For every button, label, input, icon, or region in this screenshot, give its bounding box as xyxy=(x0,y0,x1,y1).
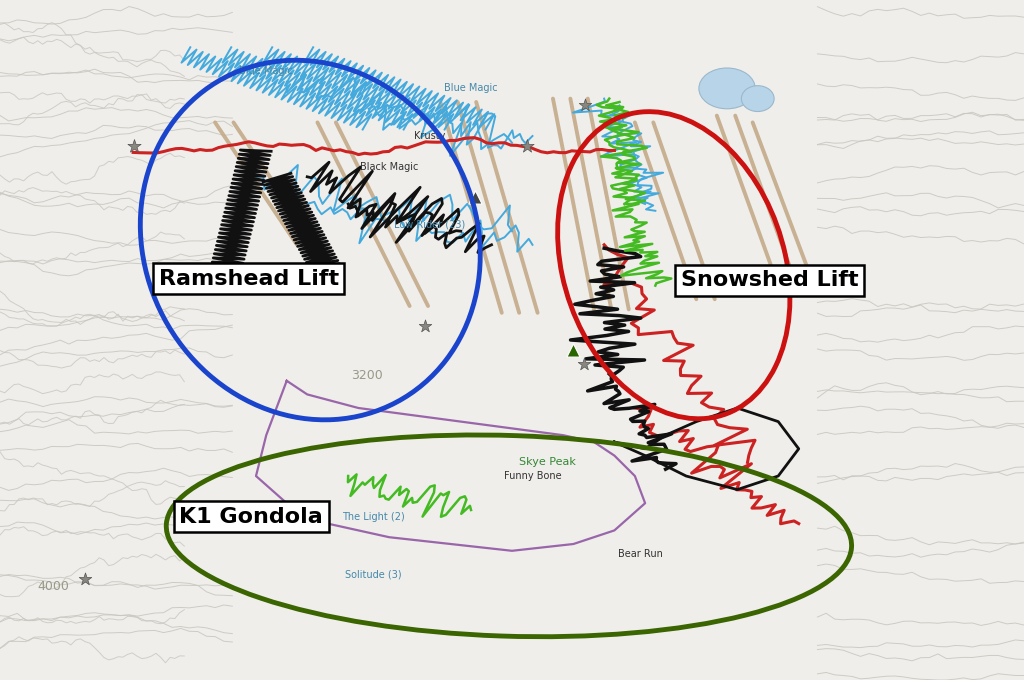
Point xyxy=(577,100,593,111)
Text: Blue Magic: Blue Magic xyxy=(240,67,293,76)
Ellipse shape xyxy=(698,68,755,109)
Text: Bear Run: Bear Run xyxy=(617,549,663,559)
Text: Snowshed Lift: Snowshed Lift xyxy=(681,270,858,290)
Text: 4000: 4000 xyxy=(37,579,70,593)
Text: Black Magic: Black Magic xyxy=(359,162,419,171)
Point xyxy=(417,321,433,332)
Text: Skye Peak: Skye Peak xyxy=(519,458,577,467)
Text: The Light (2): The Light (2) xyxy=(342,512,406,522)
Point xyxy=(467,192,483,203)
Text: Low Rider (23): Low Rider (23) xyxy=(394,220,466,229)
Text: Funny Bone: Funny Bone xyxy=(504,471,561,481)
Text: Solitude (3): Solitude (3) xyxy=(345,570,402,579)
Ellipse shape xyxy=(741,86,774,112)
Point xyxy=(77,574,93,585)
Text: Ramshead Lift: Ramshead Lift xyxy=(159,269,339,289)
Text: K1 Gondola: K1 Gondola xyxy=(179,507,323,527)
Point xyxy=(519,141,536,152)
Text: Krusty: Krusty xyxy=(415,131,445,141)
Point xyxy=(565,345,582,356)
Point xyxy=(126,141,142,152)
Text: Blue Magic: Blue Magic xyxy=(444,84,498,93)
Text: 3200: 3200 xyxy=(350,369,383,382)
Point xyxy=(575,358,592,369)
